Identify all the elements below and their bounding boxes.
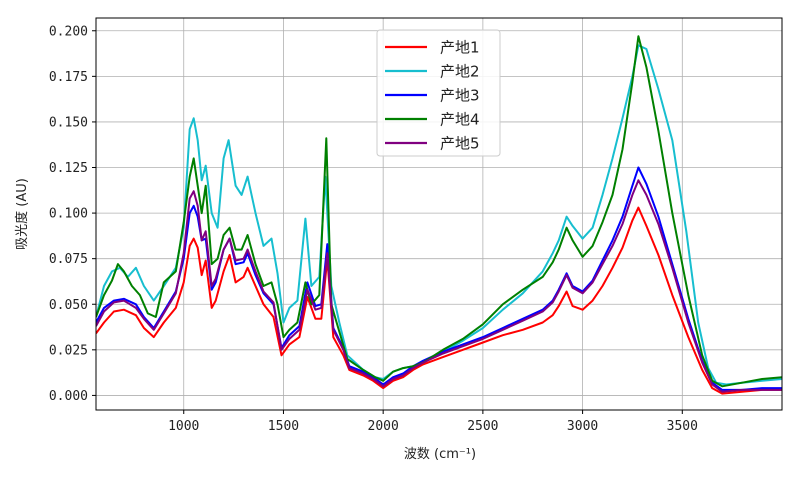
series-line-5: [96, 179, 782, 393]
x-tick-label: 3500: [667, 419, 698, 434]
y-tick-label: 0.025: [49, 343, 88, 358]
x-tick-label: 2000: [368, 419, 399, 434]
y-tick-label: 0.150: [49, 115, 88, 130]
series-line-1: [96, 206, 782, 395]
x-axis-ticks: 1000 1500 2000 2500 3000 3500: [168, 410, 698, 434]
y-axis-ticks: 0.000 0.025 0.050 0.075 0.100 0.125 0.150 0.175…: [49, 24, 96, 404]
x-tick-label: 2500: [467, 419, 498, 434]
legend-label: 产地2: [440, 63, 480, 81]
y-tick-label: 0.100: [49, 207, 88, 222]
legend-label: 产地5: [440, 135, 480, 153]
legend-box: [376, 29, 501, 157]
x-axis-label: 波数 (cm⁻¹): [404, 447, 476, 462]
y-tick-label: 0.050: [49, 298, 88, 313]
y-tick-label: 0.175: [49, 70, 88, 85]
y-tick-label: 0.200: [49, 24, 88, 39]
x-tick-label: 3000: [567, 419, 598, 434]
plot-frame: [95, 17, 783, 411]
legend: 产地1 产地2 产地3 产地4 产地5: [376, 29, 501, 157]
x-tick-label: 1500: [268, 419, 299, 434]
series-line-3: [96, 166, 782, 391]
legend-label: 产地3: [440, 87, 480, 105]
y-tick-label: 0.075: [49, 252, 88, 267]
series-line-4: [96, 35, 782, 388]
y-tick-label: 0.125: [49, 161, 88, 176]
x-tick-label: 1000: [168, 419, 199, 434]
legend-label: 产地4: [440, 111, 480, 129]
series-layer: [96, 35, 782, 395]
y-tick-label: 0.000: [49, 389, 88, 404]
legend-label: 产地1: [440, 39, 480, 57]
y-axis-label: 吸光度 (AU): [14, 178, 30, 250]
